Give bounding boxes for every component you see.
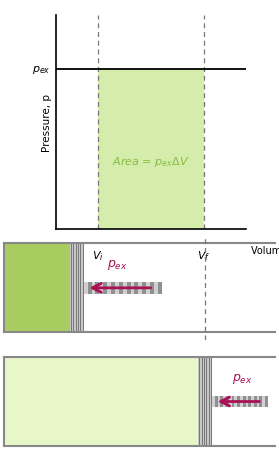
Bar (226, 396, 229, 407)
Bar (240, 396, 243, 407)
Y-axis label: Pressure, p: Pressure, p (42, 94, 52, 151)
Bar (243, 396, 246, 407)
Bar (259, 396, 262, 407)
Bar (72, 244, 73, 332)
Bar (84, 282, 88, 294)
Bar (81, 244, 83, 332)
Bar (215, 396, 218, 407)
Bar (134, 282, 138, 294)
Bar (237, 396, 240, 407)
Bar (99, 282, 103, 294)
Bar (88, 282, 92, 294)
Bar (71, 244, 72, 332)
Bar (212, 396, 215, 407)
Bar (201, 357, 203, 446)
Bar (218, 396, 220, 407)
Bar (254, 396, 257, 407)
Bar (209, 357, 210, 446)
Bar (251, 396, 254, 407)
Bar (206, 357, 207, 446)
Bar (248, 396, 251, 407)
Bar (146, 282, 150, 294)
Bar (80, 244, 81, 332)
Text: $p_{ex}$: $p_{ex}$ (107, 257, 128, 271)
Bar (232, 396, 234, 407)
Bar (95, 282, 99, 294)
Bar (211, 357, 212, 446)
Bar (4, 357, 198, 446)
Bar (78, 244, 79, 332)
Bar (200, 357, 201, 446)
Bar (234, 396, 237, 407)
Bar (204, 357, 205, 446)
Bar (98, 69, 204, 229)
Bar (205, 357, 206, 446)
Text: Volume, V: Volume, V (251, 245, 279, 256)
Bar (115, 282, 119, 294)
Bar (158, 282, 162, 294)
Bar (154, 282, 158, 294)
Text: $p_{ex}$: $p_{ex}$ (32, 63, 50, 75)
Bar (79, 244, 80, 332)
Bar (220, 396, 223, 407)
Bar (199, 357, 200, 446)
Text: $V_i$: $V_i$ (92, 248, 104, 262)
Bar (262, 396, 265, 407)
Bar (265, 396, 268, 407)
Bar (210, 357, 211, 446)
Bar (138, 282, 142, 294)
Bar (131, 282, 134, 294)
Bar (223, 396, 226, 407)
Bar (142, 282, 146, 294)
Text: $V_f$: $V_f$ (197, 248, 210, 262)
Bar (77, 244, 78, 332)
Bar (257, 396, 259, 407)
Bar (92, 282, 95, 294)
Bar (74, 244, 76, 332)
Text: Area = $p_{ex}\Delta V$: Area = $p_{ex}\Delta V$ (112, 155, 189, 169)
Bar (103, 282, 107, 294)
Bar (207, 357, 208, 446)
Bar (107, 282, 111, 294)
Bar (127, 282, 131, 294)
Bar (119, 282, 123, 294)
Bar (150, 282, 154, 294)
Bar (123, 282, 127, 294)
Bar (76, 244, 77, 332)
Bar (70, 244, 71, 332)
Bar (246, 396, 248, 407)
Text: $p_{ex}$: $p_{ex}$ (232, 371, 253, 385)
Bar (73, 244, 74, 332)
Bar (83, 244, 84, 332)
Bar (4, 244, 70, 332)
Bar (111, 282, 115, 294)
Bar (198, 357, 199, 446)
Bar (229, 396, 232, 407)
Bar (203, 357, 204, 446)
